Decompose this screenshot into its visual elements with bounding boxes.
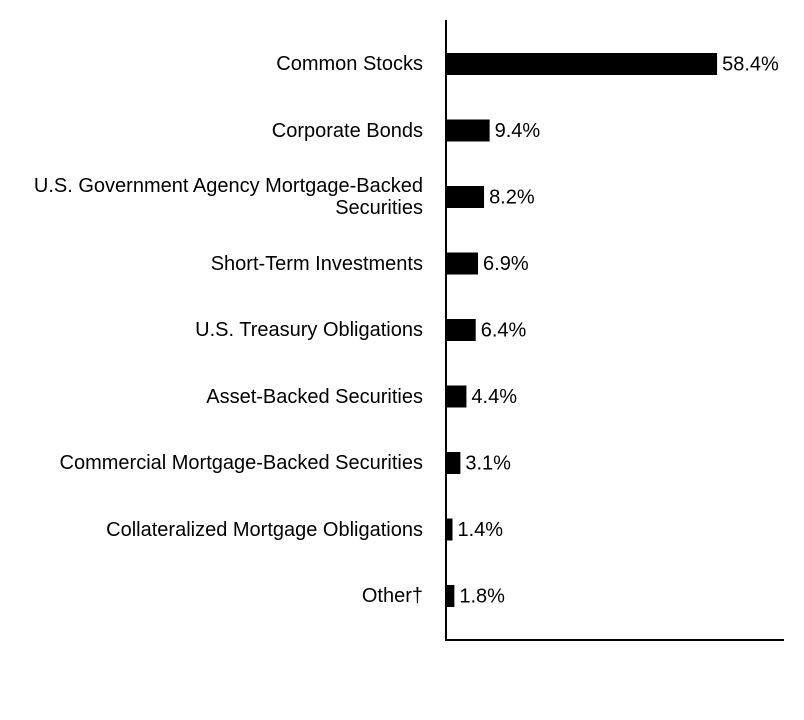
bar xyxy=(446,385,467,408)
value-label: 1.8% xyxy=(459,585,505,607)
category-label: Asset-Backed Securities xyxy=(206,385,423,408)
bar xyxy=(446,518,453,541)
bar xyxy=(446,186,485,208)
value-label: 8.2% xyxy=(489,186,535,208)
category-label: U.S. Treasury Obligations xyxy=(195,319,423,341)
value-label: 3.1% xyxy=(465,452,511,474)
category-label: Common Stocks xyxy=(276,53,423,75)
bar xyxy=(446,119,490,142)
category-label: Other† xyxy=(361,585,423,607)
bar xyxy=(446,452,461,474)
category-label: U.S. Government Agency Mortgage-Backed S… xyxy=(33,175,423,219)
category-label: Short-Term Investments xyxy=(210,252,423,275)
value-label: 9.4% xyxy=(495,120,541,142)
bar xyxy=(446,319,476,341)
value-label: 6.9% xyxy=(483,253,529,275)
value-label: 58.4% xyxy=(722,53,779,75)
bar xyxy=(446,585,455,607)
value-label: 6.4% xyxy=(481,319,527,341)
category-label: Corporate Bonds xyxy=(271,119,423,142)
bar xyxy=(446,53,718,75)
bar xyxy=(446,252,479,275)
value-label: 4.4% xyxy=(471,386,517,408)
value-label: 1.4% xyxy=(457,519,503,541)
category-label: Commercial Mortgage-Backed Securities xyxy=(59,452,423,474)
category-label: Collateralized Mortgage Obligations xyxy=(106,518,423,541)
